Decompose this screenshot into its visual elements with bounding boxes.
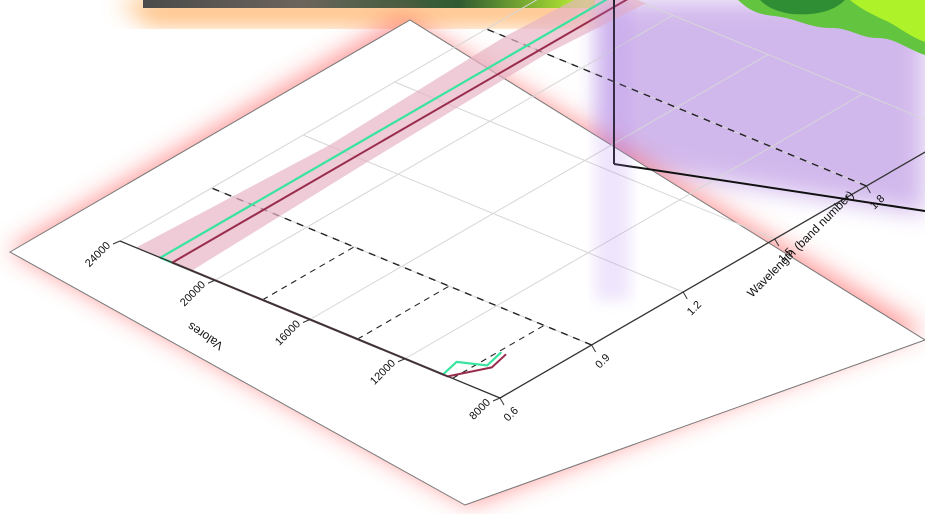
chart-panel bbox=[8, 19, 925, 506]
projector-line-horizontal bbox=[613, 163, 925, 212]
dashed-guide-line bbox=[452, 324, 545, 379]
dashed-guide-line bbox=[262, 246, 355, 301]
x-gridline bbox=[394, 81, 775, 240]
top-image-strip bbox=[143, 0, 595, 8]
dashed-reference-line bbox=[486, 28, 867, 187]
x-tick-mark bbox=[865, 185, 871, 194]
y-tick-mark bbox=[492, 397, 501, 402]
y-gridline bbox=[309, 54, 769, 320]
projector-lines bbox=[595, 0, 925, 300]
vegetation-map-bright bbox=[850, 0, 925, 42]
y-tick-mark bbox=[112, 240, 121, 245]
y-tick-mark bbox=[397, 358, 406, 363]
y-gridline bbox=[404, 93, 864, 360]
y-tick-mark bbox=[207, 279, 216, 284]
purple-panel-glow bbox=[598, 0, 925, 214]
x-tick-mark bbox=[499, 397, 505, 406]
x-axis-line bbox=[499, 151, 925, 399]
y-tick-mark bbox=[302, 319, 311, 323]
projector-glow bbox=[595, 0, 630, 300]
x-tick-mark bbox=[682, 291, 688, 300]
vegetation-map-dark bbox=[760, 0, 845, 15]
x-tick-mark bbox=[774, 238, 780, 247]
y-gridline bbox=[119, 0, 538, 242]
dashed-guide-line bbox=[357, 285, 450, 340]
x-tick-mark bbox=[591, 344, 597, 353]
series-line bbox=[159, 0, 608, 376]
